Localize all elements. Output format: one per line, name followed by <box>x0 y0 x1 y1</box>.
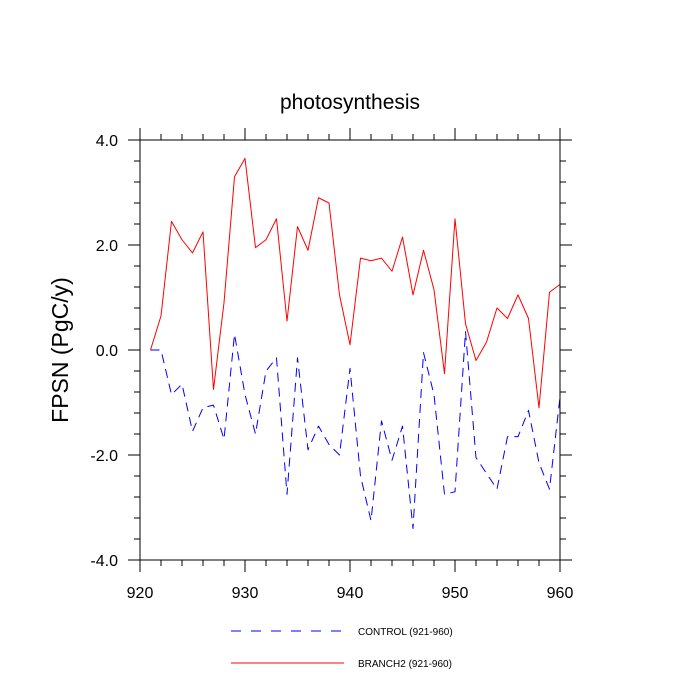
x-tick-label: 960 <box>547 585 574 602</box>
x-tick-label: 950 <box>442 585 469 602</box>
x-tick-label: 930 <box>232 585 259 602</box>
legend-label: CONTROL (921-960) <box>358 627 453 638</box>
series-layer <box>150 157 561 529</box>
plot-frame <box>139 139 561 561</box>
y-tick-label: 2.0 <box>96 238 118 255</box>
y-tick-label: -2.0 <box>90 448 118 465</box>
legend-label: BRANCH2 (921-960) <box>358 659 452 670</box>
y-tick-label: -4.0 <box>90 553 118 570</box>
chart-title: photosynthesis <box>280 91 420 114</box>
series-line-control <box>150 331 561 529</box>
series-line-branch2 <box>150 157 561 409</box>
x-tick-label: 920 <box>127 585 154 602</box>
y-axis-label: FPSN (PgC/y) <box>47 277 73 423</box>
legend: CONTROL (921-960) BRANCH2 (921-960) <box>231 627 453 670</box>
ticks-layer: 920 930 940 950 960 4.0 2.0 0.0 -2.0 -4.0 <box>90 128 573 602</box>
x-tick-label: 940 <box>337 585 364 602</box>
y-tick-label: 0.0 <box>96 343 118 360</box>
y-tick-label: 4.0 <box>96 133 118 150</box>
